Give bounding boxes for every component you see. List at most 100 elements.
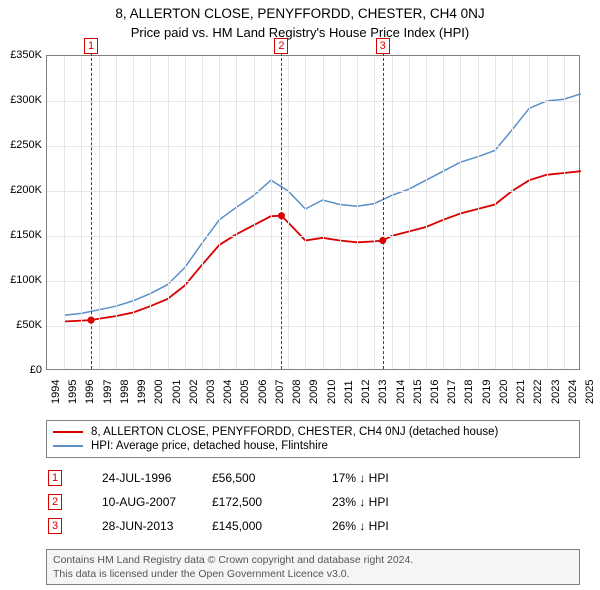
gridline-v — [340, 56, 341, 369]
gridline-v — [202, 56, 203, 369]
chart-title: 8, ALLERTON CLOSE, PENYFFORDD, CHESTER, … — [0, 0, 600, 21]
gridline-v — [392, 56, 393, 369]
x-tick-label: 2009 — [308, 380, 320, 404]
sale-price: £145,000 — [212, 519, 332, 533]
gridline-v — [512, 56, 513, 369]
sale-row-badge: 2 — [48, 494, 62, 510]
x-tick-label: 2023 — [550, 380, 562, 404]
x-tick-label: 2016 — [429, 380, 441, 404]
gridline-v — [150, 56, 151, 369]
gridline-v — [185, 56, 186, 369]
legend-label: 8, ALLERTON CLOSE, PENYFFORDD, CHESTER, … — [91, 426, 498, 438]
sale-hpi-delta: 17% ↓ HPI — [332, 471, 452, 485]
gridline-v — [529, 56, 530, 369]
gridline-v — [426, 56, 427, 369]
sale-marker-badge: 3 — [376, 38, 390, 54]
gridline-v — [133, 56, 134, 369]
gridline-v — [254, 56, 255, 369]
x-tick-label: 2015 — [412, 380, 424, 404]
y-tick-label: £100K — [10, 274, 42, 286]
sale-marker-line — [281, 48, 282, 369]
x-tick-label: 2022 — [532, 380, 544, 404]
gridline-v — [374, 56, 375, 369]
gridline-v — [409, 56, 410, 369]
legend: 8, ALLERTON CLOSE, PENYFFORDD, CHESTER, … — [46, 420, 580, 458]
x-tick-label: 1999 — [136, 380, 148, 404]
sales-table: 124-JUL-1996£56,50017% ↓ HPI210-AUG-2007… — [46, 466, 580, 538]
footer-line1: Contains HM Land Registry data © Crown c… — [53, 553, 573, 567]
legend-item: 8, ALLERTON CLOSE, PENYFFORDD, CHESTER, … — [53, 425, 573, 439]
gridline-h — [47, 146, 579, 147]
plot-svg — [47, 56, 579, 369]
gridline-h — [47, 191, 579, 192]
sale-row: 328-JUN-2013£145,00026% ↓ HPI — [46, 514, 580, 538]
y-tick-label: £50K — [16, 319, 42, 331]
x-tick-label: 2001 — [171, 380, 183, 404]
sale-date: 24-JUL-1996 — [62, 471, 212, 485]
gridline-v — [64, 56, 65, 369]
x-tick-label: 1997 — [102, 380, 114, 404]
footer-line2: This data is licensed under the Open Gov… — [53, 567, 573, 581]
x-tick-label: 1996 — [84, 380, 96, 404]
y-tick-label: £0 — [30, 364, 42, 376]
x-tick-label: 2002 — [188, 380, 200, 404]
sale-hpi-delta: 26% ↓ HPI — [332, 519, 452, 533]
legend-swatch — [53, 445, 83, 447]
x-tick-label: 1995 — [67, 380, 79, 404]
sale-marker-line — [91, 48, 92, 369]
sale-hpi-delta: 23% ↓ HPI — [332, 495, 452, 509]
sale-row-badge: 1 — [48, 470, 62, 486]
sale-date: 28-JUN-2013 — [62, 519, 212, 533]
gridline-v — [236, 56, 237, 369]
sale-row: 210-AUG-2007£172,50023% ↓ HPI — [46, 490, 580, 514]
x-tick-label: 2019 — [481, 380, 493, 404]
sale-date: 10-AUG-2007 — [62, 495, 212, 509]
x-tick-label: 2003 — [205, 380, 217, 404]
gridline-v — [443, 56, 444, 369]
x-tick-label: 2021 — [515, 380, 527, 404]
gridline-v — [323, 56, 324, 369]
chart-container: 8, ALLERTON CLOSE, PENYFFORDD, CHESTER, … — [0, 0, 600, 590]
y-tick-label: £250K — [10, 139, 42, 151]
gridline-v — [547, 56, 548, 369]
legend-swatch — [53, 431, 83, 433]
gridline-v — [357, 56, 358, 369]
x-tick-label: 2006 — [257, 380, 269, 404]
y-tick-label: £150K — [10, 229, 42, 241]
x-tick-label: 2012 — [360, 380, 372, 404]
sale-price: £172,500 — [212, 495, 332, 509]
gridline-h — [47, 326, 579, 327]
gridline-v — [168, 56, 169, 369]
sale-marker-badge: 2 — [274, 38, 288, 54]
x-tick-label: 2018 — [463, 380, 475, 404]
sale-row: 124-JUL-1996£56,50017% ↓ HPI — [46, 466, 580, 490]
sale-price: £56,500 — [212, 471, 332, 485]
gridline-h — [47, 101, 579, 102]
x-tick-label: 2008 — [291, 380, 303, 404]
x-tick-label: 2000 — [153, 380, 165, 404]
gridline-v — [288, 56, 289, 369]
gridline-v — [81, 56, 82, 369]
y-tick-label: £350K — [10, 49, 42, 61]
footer-attribution: Contains HM Land Registry data © Crown c… — [46, 549, 580, 585]
x-tick-label: 2010 — [326, 380, 338, 404]
x-tick-label: 2013 — [377, 380, 389, 404]
gridline-v — [460, 56, 461, 369]
x-tick-label: 2004 — [222, 380, 234, 404]
legend-label: HPI: Average price, detached house, Flin… — [91, 440, 328, 452]
x-tick-label: 2005 — [239, 380, 251, 404]
gridline-v — [478, 56, 479, 369]
x-tick-label: 1994 — [50, 380, 62, 404]
legend-item: HPI: Average price, detached house, Flin… — [53, 439, 573, 453]
plot-area: 123 — [46, 55, 580, 370]
gridline-v — [305, 56, 306, 369]
gridline-v — [219, 56, 220, 369]
gridline-v — [495, 56, 496, 369]
gridline-v — [116, 56, 117, 369]
x-tick-label: 2020 — [498, 380, 510, 404]
gridline-v — [99, 56, 100, 369]
sale-marker-line — [383, 48, 384, 369]
sale-marker-badge: 1 — [84, 38, 98, 54]
x-tick-label: 2011 — [343, 380, 355, 404]
x-tick-label: 2025 — [584, 380, 596, 404]
